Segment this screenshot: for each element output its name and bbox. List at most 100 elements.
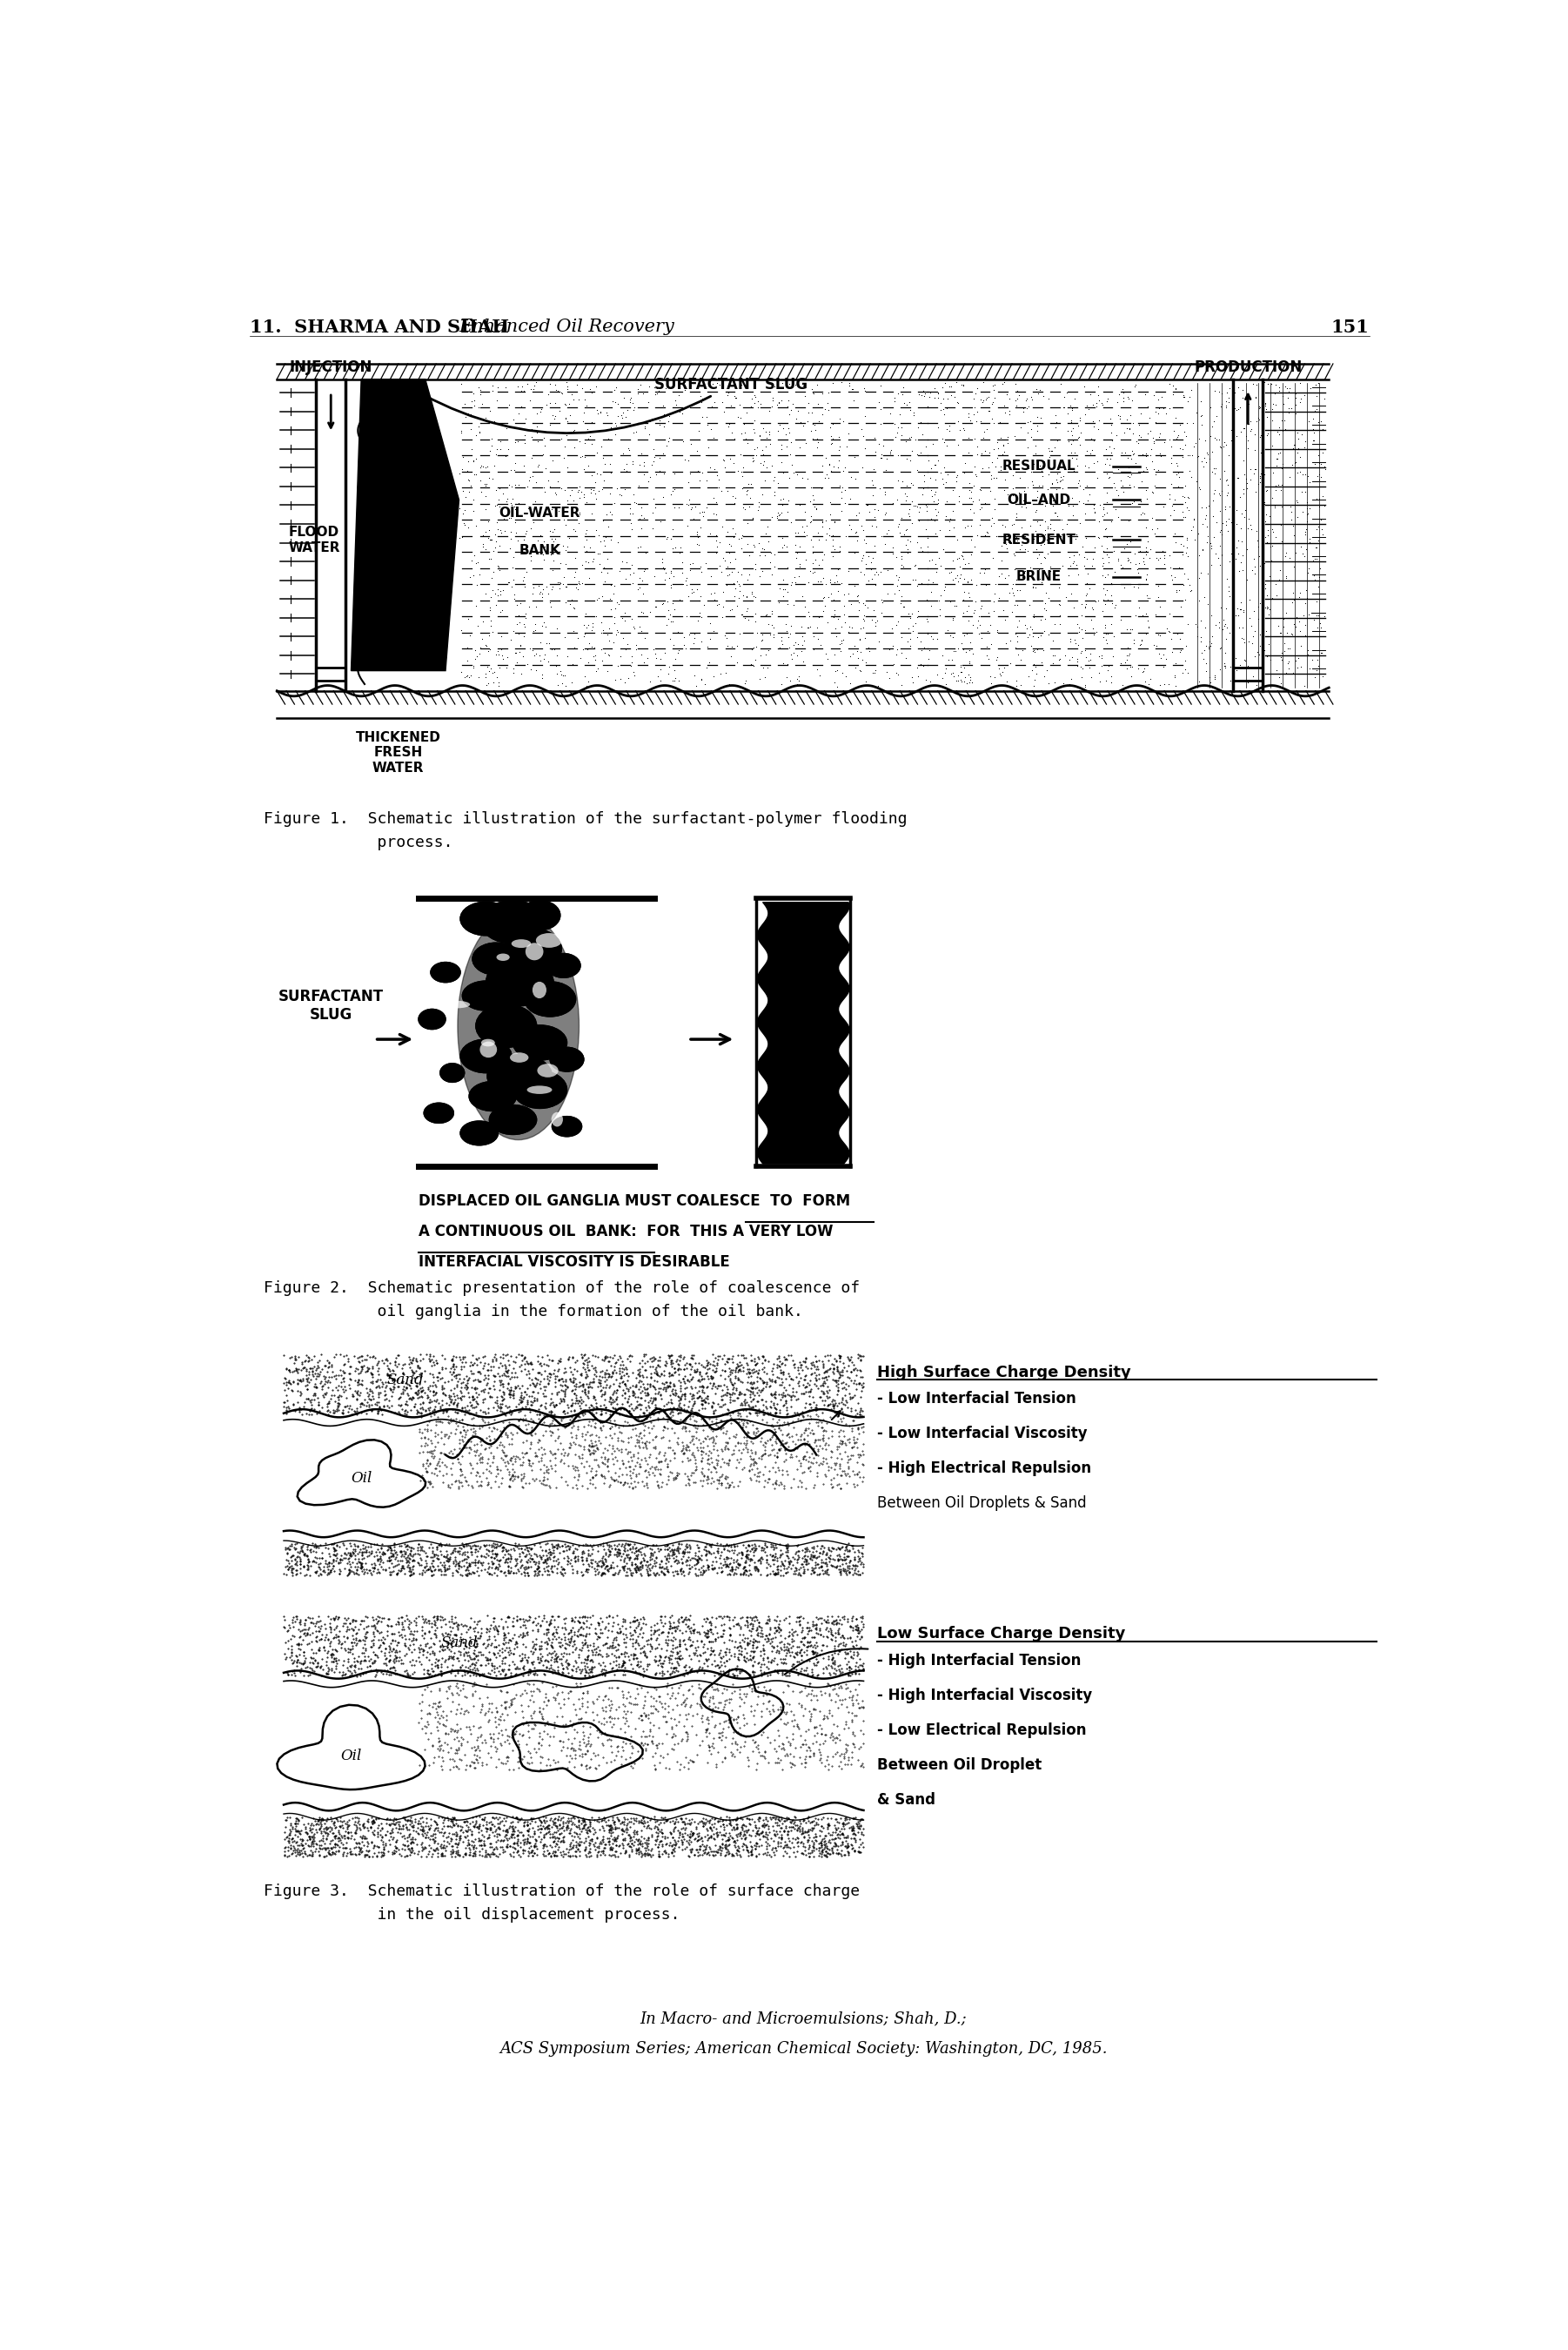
Text: INJECTION: INJECTION — [290, 360, 372, 374]
Ellipse shape — [463, 980, 510, 1010]
Text: RESIDENT: RESIDENT — [1002, 533, 1076, 548]
Ellipse shape — [536, 933, 563, 947]
Text: Figure 1.  Schematic illustration of the surfactant-polymer flooding: Figure 1. Schematic illustration of the … — [263, 811, 906, 827]
Ellipse shape — [461, 1039, 511, 1074]
Text: Figure 2.  Schematic presentation of the role of coalescence of: Figure 2. Schematic presentation of the … — [263, 1281, 859, 1297]
Text: process.: process. — [263, 834, 453, 851]
Text: OIL–AND: OIL–AND — [1007, 494, 1071, 505]
Ellipse shape — [486, 959, 554, 1006]
Ellipse shape — [461, 902, 511, 935]
Ellipse shape — [513, 1025, 568, 1060]
Text: Between Oil Droplet: Between Oil Droplet — [877, 1758, 1041, 1772]
Text: INTERFACIAL VISCOSITY IS DESIRABLE: INTERFACIAL VISCOSITY IS DESIRABLE — [419, 1255, 729, 1269]
Ellipse shape — [419, 1008, 445, 1029]
Ellipse shape — [480, 1041, 497, 1058]
Text: - High Interfacial Tension: - High Interfacial Tension — [877, 1652, 1080, 1668]
Ellipse shape — [475, 1003, 536, 1048]
Text: ACS Symposium Series; American Chemical Society: Washington, DC, 1985.: ACS Symposium Series; American Chemical … — [500, 2042, 1107, 2056]
Text: RESIDUAL: RESIDUAL — [1002, 461, 1076, 472]
Text: - High Electrical Repulsion: - High Electrical Repulsion — [877, 1462, 1091, 1476]
Ellipse shape — [505, 928, 561, 968]
Ellipse shape — [461, 902, 511, 935]
Ellipse shape — [552, 1112, 563, 1126]
Text: A CONTINUOUS OIL  BANK:  FOR  THIS A VERY LOW: A CONTINUOUS OIL BANK: FOR THIS A VERY L… — [419, 1224, 833, 1238]
Text: In Macro- and Microemulsions; Shah, D.;: In Macro- and Microemulsions; Shah, D.; — [640, 2012, 967, 2026]
Ellipse shape — [469, 1081, 516, 1112]
Text: Sand: Sand — [386, 1372, 423, 1386]
Text: Oil: Oil — [340, 1748, 362, 1765]
Text: - High Interfacial Viscosity: - High Interfacial Viscosity — [877, 1687, 1093, 1704]
Ellipse shape — [469, 1081, 516, 1112]
Text: BRINE: BRINE — [1016, 571, 1062, 583]
Ellipse shape — [488, 1055, 552, 1097]
Text: Figure 3.  Schematic illustration of the role of surface charge: Figure 3. Schematic illustration of the … — [263, 1885, 859, 1899]
Ellipse shape — [519, 900, 560, 931]
Text: - Low Electrical Repulsion: - Low Electrical Repulsion — [877, 1723, 1087, 1739]
Ellipse shape — [510, 1053, 528, 1062]
Ellipse shape — [489, 1104, 536, 1135]
Text: Between Oil Droplets & Sand: Between Oil Droplets & Sand — [877, 1495, 1087, 1511]
Ellipse shape — [527, 1086, 552, 1095]
Polygon shape — [351, 378, 459, 670]
Text: High Surface Charge Density: High Surface Charge Density — [877, 1365, 1131, 1379]
Ellipse shape — [423, 1102, 453, 1123]
Ellipse shape — [505, 928, 561, 968]
Ellipse shape — [431, 961, 461, 982]
Text: & Sand: & Sand — [877, 1793, 936, 1807]
Ellipse shape — [519, 900, 560, 931]
Text: THICKENED
FRESH
WATER: THICKENED FRESH WATER — [356, 731, 441, 776]
Text: Low Surface Charge Density: Low Surface Charge Density — [877, 1626, 1126, 1640]
Ellipse shape — [511, 940, 532, 947]
Text: 151: 151 — [1331, 320, 1369, 336]
Ellipse shape — [524, 982, 575, 1018]
Ellipse shape — [472, 942, 519, 975]
Ellipse shape — [458, 912, 579, 1140]
Ellipse shape — [552, 1116, 582, 1137]
Ellipse shape — [480, 900, 546, 942]
Text: 11.  SHARMA AND SHAH: 11. SHARMA AND SHAH — [249, 320, 510, 336]
Ellipse shape — [547, 954, 580, 978]
Text: oil ganglia in the formation of the oil bank.: oil ganglia in the formation of the oil … — [263, 1304, 803, 1321]
Text: - Low Interfacial Tension: - Low Interfacial Tension — [877, 1391, 1076, 1408]
Ellipse shape — [472, 942, 519, 975]
Ellipse shape — [475, 1003, 536, 1048]
Ellipse shape — [524, 982, 575, 1018]
Ellipse shape — [461, 1039, 511, 1074]
Ellipse shape — [552, 1116, 582, 1137]
Ellipse shape — [486, 959, 554, 1006]
Ellipse shape — [461, 1121, 499, 1144]
Text: Enhanced Oil Recovery: Enhanced Oil Recovery — [459, 320, 674, 336]
Text: Sand: Sand — [441, 1636, 478, 1650]
Ellipse shape — [431, 961, 461, 982]
Ellipse shape — [497, 954, 510, 961]
Ellipse shape — [538, 1065, 558, 1076]
Polygon shape — [513, 1723, 643, 1781]
Text: FLOOD
WATER: FLOOD WATER — [289, 526, 340, 555]
Ellipse shape — [480, 900, 546, 942]
Ellipse shape — [481, 1039, 495, 1046]
Ellipse shape — [513, 1072, 568, 1109]
Ellipse shape — [547, 954, 580, 978]
Ellipse shape — [533, 982, 546, 999]
Ellipse shape — [419, 1008, 445, 1029]
Polygon shape — [298, 1441, 425, 1506]
Text: in the oil displacement process.: in the oil displacement process. — [263, 1908, 681, 1922]
Ellipse shape — [441, 1065, 464, 1083]
Ellipse shape — [488, 1055, 552, 1097]
Ellipse shape — [525, 942, 544, 961]
Text: OIL-WATER: OIL-WATER — [499, 508, 580, 519]
Text: PRODUCTION: PRODUCTION — [1193, 360, 1301, 374]
Ellipse shape — [489, 1104, 536, 1135]
Text: SURFACTANT SLUG: SURFACTANT SLUG — [403, 376, 808, 432]
Text: DISPLACED OIL GANGLIA MUST COALESCE  TO  FORM: DISPLACED OIL GANGLIA MUST COALESCE TO F… — [419, 1194, 850, 1210]
Ellipse shape — [513, 1072, 568, 1109]
Text: - Low Interfacial Viscosity: - Low Interfacial Viscosity — [877, 1426, 1087, 1441]
Ellipse shape — [550, 1048, 583, 1072]
Text: SURFACTANT
SLUG: SURFACTANT SLUG — [278, 989, 384, 1022]
Ellipse shape — [463, 980, 510, 1010]
Ellipse shape — [444, 1001, 470, 1008]
Ellipse shape — [550, 1048, 583, 1072]
Text: BANK: BANK — [519, 543, 561, 557]
Ellipse shape — [461, 1121, 499, 1144]
Ellipse shape — [423, 1102, 453, 1123]
